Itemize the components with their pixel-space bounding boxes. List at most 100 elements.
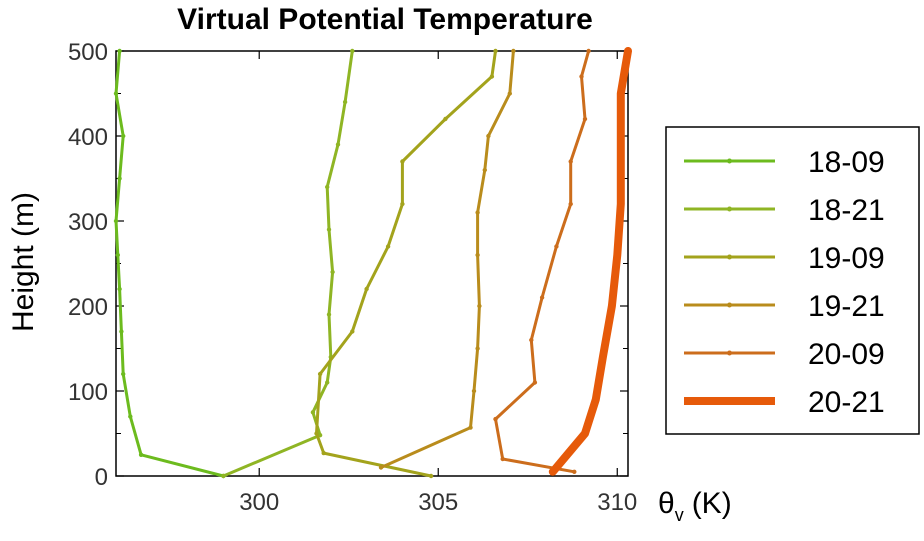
x-axis-label-symbol: θ: [658, 487, 675, 520]
data-point: [592, 396, 600, 403]
data-point: [443, 116, 448, 122]
data-point: [486, 133, 491, 139]
data-point: [500, 456, 505, 462]
y-tick-label: 300: [68, 209, 108, 236]
data-point: [475, 252, 480, 258]
x-tick-label: 310: [597, 489, 637, 516]
legend-marker: [727, 302, 732, 308]
data-point: [138, 452, 144, 457]
legend-label: 19-21: [808, 290, 885, 323]
data-point: [493, 416, 498, 422]
data-point: [582, 116, 588, 122]
data-point: [581, 430, 589, 437]
data-point: [617, 149, 625, 157]
data-point: [579, 74, 584, 79]
y-tick-label: 400: [68, 124, 108, 151]
legend-item-20-09: 20-09: [684, 338, 885, 371]
legend-label: 20-21: [808, 386, 885, 419]
data-point: [119, 329, 124, 334]
data-point: [529, 337, 534, 343]
data-point: [113, 218, 119, 224]
data-point: [599, 353, 607, 361]
data-point: [128, 414, 133, 419]
x-tick-label: 300: [239, 489, 279, 516]
legend-item-18-21: 18-21: [684, 194, 885, 227]
data-point: [117, 176, 122, 181]
data-point: [113, 91, 119, 96]
series-line-19-09: [315, 49, 497, 478]
data-point: [532, 380, 538, 385]
data-point: [330, 269, 335, 275]
x-axis-label-unit: (K): [692, 487, 732, 520]
data-point: [121, 371, 126, 377]
data-point: [568, 159, 573, 164]
legend-label: 20-09: [808, 338, 885, 371]
data-point: [115, 252, 121, 258]
data-point: [364, 286, 369, 292]
data-point: [400, 201, 405, 207]
chart-title: Virtual Potential Temperature: [177, 3, 593, 36]
data-point: [617, 90, 625, 97]
data-point: [489, 74, 495, 79]
data-point: [567, 447, 575, 454]
legend-label: 18-21: [808, 194, 885, 227]
legend-box: [665, 126, 920, 435]
series-line-18-21: [221, 49, 354, 478]
data-point: [471, 388, 477, 394]
data-point: [117, 286, 122, 292]
series-19-21: [378, 48, 516, 470]
data-point: [624, 47, 632, 55]
data-point: [475, 346, 480, 351]
legend-item-20-21: 20-21: [684, 386, 885, 419]
data-point: [613, 251, 621, 259]
data-point: [326, 227, 332, 232]
data-point: [477, 303, 482, 309]
data-point: [549, 468, 557, 476]
series-line-20-21: [548, 47, 632, 476]
legend-item-19-09: 19-09: [684, 242, 885, 275]
data-point: [350, 329, 355, 334]
data-point: [317, 371, 323, 377]
data-point: [121, 133, 126, 139]
data-point: [428, 473, 434, 479]
series-19-09: [314, 48, 498, 479]
legend-marker: [727, 350, 732, 356]
data-point: [326, 312, 332, 317]
y-tick-label: 500: [68, 39, 108, 66]
legend-item-19-21: 19-21: [684, 290, 885, 323]
data-point: [385, 244, 391, 249]
y-axis-label: Height (m): [7, 192, 40, 332]
series-18-21: [221, 48, 355, 479]
legend-label: 18-09: [808, 146, 885, 179]
data-point: [539, 295, 545, 300]
series-20-21: [548, 47, 632, 476]
data-point: [325, 380, 330, 385]
x-axis-label: θv (K): [658, 487, 732, 525]
data-point: [572, 469, 577, 474]
y-tick-label: 100: [68, 379, 108, 406]
data-point: [117, 48, 122, 54]
data-point: [468, 425, 473, 430]
data-point: [554, 244, 559, 249]
x-axis-label-subscript: v: [675, 505, 684, 525]
data-point: [482, 167, 487, 173]
series-18-09: [113, 48, 226, 479]
data-point: [507, 91, 512, 96]
legend-item-18-09: 18-09: [684, 146, 885, 179]
series-line-18-09: [114, 49, 225, 478]
data-point: [568, 201, 573, 207]
series-line-19-21: [379, 49, 515, 469]
series-20-09: [493, 48, 591, 474]
data-point: [221, 473, 226, 479]
data-point: [350, 48, 355, 54]
y-tick-label: 200: [68, 294, 108, 321]
series-line-20-09: [494, 49, 591, 474]
data-point: [310, 410, 316, 415]
legend-marker: [727, 254, 732, 260]
data-point: [617, 200, 625, 208]
data-point: [335, 142, 341, 147]
legend-label: 19-09: [808, 242, 885, 275]
y-tick-label: 0: [95, 464, 108, 491]
data-point: [378, 465, 384, 470]
